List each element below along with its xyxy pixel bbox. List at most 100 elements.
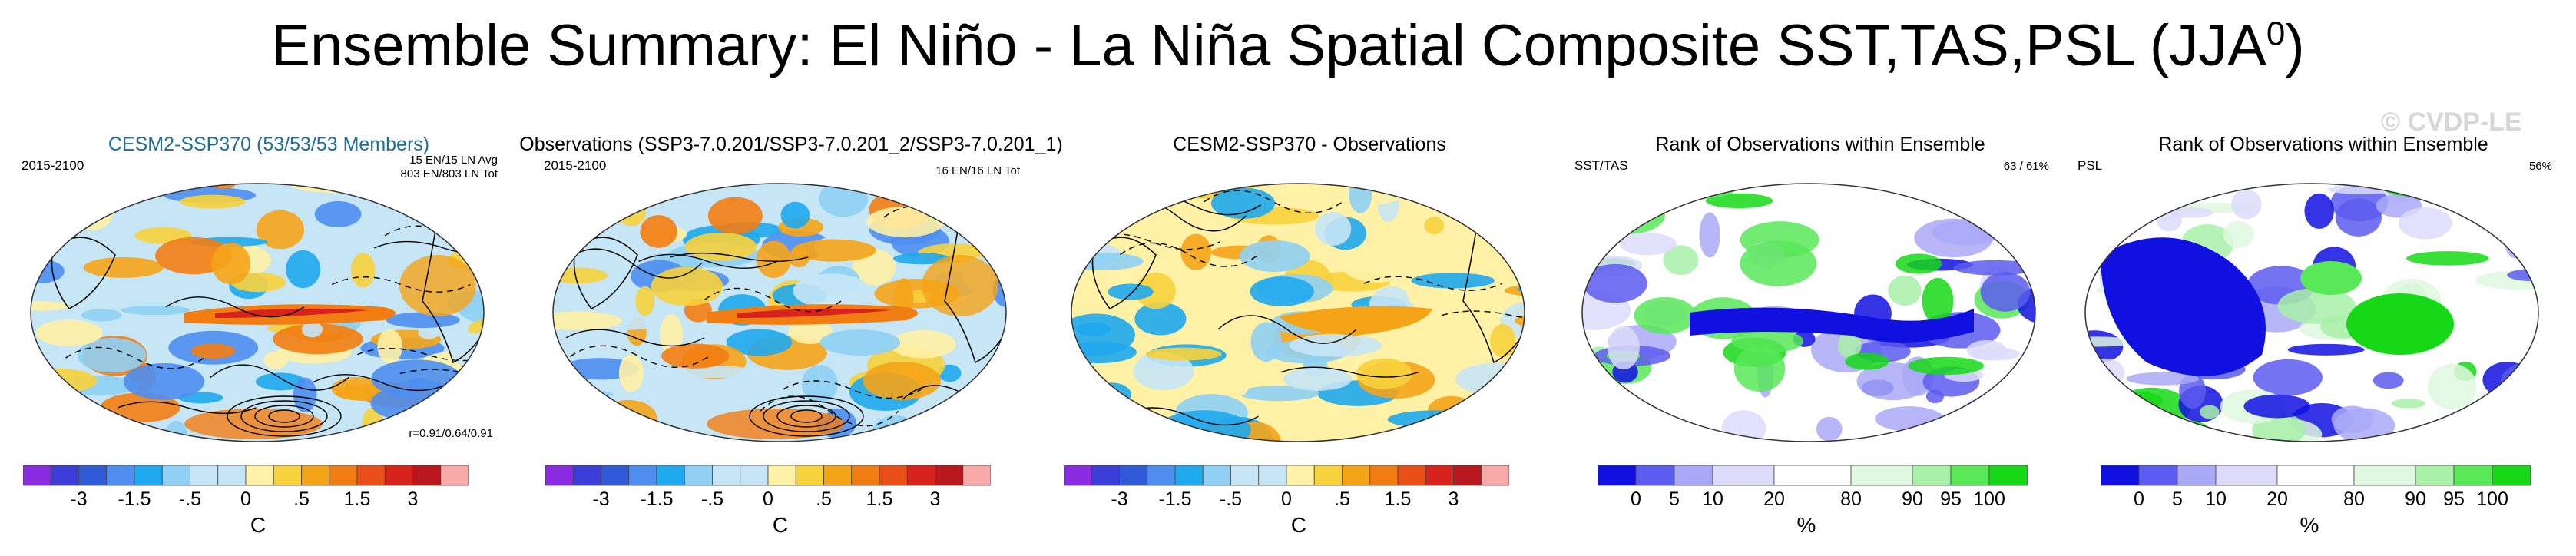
map-plot <box>2084 183 2539 442</box>
colorbar-box <box>628 465 657 486</box>
colorbar-box <box>50 465 79 486</box>
map-blob <box>2490 203 2520 240</box>
colorbar-tick-label: .5 <box>1334 488 1350 510</box>
contour-line <box>883 205 1006 230</box>
colorbar-tick-label: .5 <box>816 488 832 510</box>
colorbar-box <box>1091 465 1120 486</box>
colorbar-box <box>2101 465 2140 486</box>
contour-line <box>374 240 484 255</box>
map-blob <box>272 323 363 355</box>
panel-ensemble-composite: CESM2-SSP370 (53/53/53 Members) 2015-210… <box>22 131 515 545</box>
atlantic-high-rank-region <box>2346 293 2454 355</box>
contour-circle <box>268 409 300 423</box>
colorbar-tick-label: 5 <box>2172 488 2183 510</box>
map-blob <box>1582 185 1651 203</box>
contour-circle <box>254 405 314 428</box>
colorbar-tick-label: -.5 <box>700 488 724 510</box>
map-blob <box>1239 240 1310 273</box>
map-blob <box>97 187 134 200</box>
map-blob <box>1504 204 1523 230</box>
colorbar-box <box>440 465 469 486</box>
map-blob <box>1140 184 1165 206</box>
map-border <box>30 183 485 442</box>
contour-line <box>782 380 922 399</box>
map-blob <box>381 184 424 204</box>
map-blob <box>121 305 190 316</box>
colorbar-tick-label: 95 <box>1940 488 1962 510</box>
rank-stat-label: 63 / 61% <box>2003 160 2049 173</box>
colorbar-box <box>1119 465 1148 486</box>
colorbar-tick-label: 5 <box>1669 488 1680 510</box>
map-blob <box>1108 283 1154 300</box>
continent-outline <box>422 215 484 364</box>
colorbar-tick-label: -3 <box>1111 488 1128 510</box>
panel-rank-psl: Rank of Observations within Ensemble PSL… <box>2078 131 2569 545</box>
count-line-tot: 16 EN/16 LN Tot <box>935 164 1020 177</box>
colorbar-box <box>656 465 685 486</box>
map-blob <box>1227 369 1250 397</box>
colorbar-box <box>2276 465 2355 486</box>
map-blob <box>977 222 1006 257</box>
map-blob <box>2039 296 2055 323</box>
map-blob <box>211 242 250 285</box>
map-blob <box>1875 406 1944 432</box>
map-blob <box>1845 352 1889 370</box>
colorbar-box <box>1230 465 1260 486</box>
map-blob <box>421 386 484 422</box>
colorbar-tick-label: 0 <box>2134 488 2144 510</box>
map-blob <box>190 343 236 359</box>
map-blob <box>1482 423 1525 442</box>
map-blob <box>1980 272 2031 312</box>
colorbar-box <box>2138 465 2178 486</box>
colorbar-box <box>545 465 574 486</box>
colorbar-box <box>1064 465 1092 486</box>
map-blob <box>1621 416 1665 442</box>
map-blob <box>1740 240 1817 286</box>
colorbar <box>23 465 469 486</box>
correlation-label: r=0.91/0.64/0.91 <box>409 427 493 440</box>
map-blob <box>1591 196 1665 234</box>
map-blob <box>81 309 122 322</box>
map-blob <box>31 301 70 311</box>
colorbar-box <box>1988 465 2028 486</box>
map-blob <box>71 191 114 231</box>
panel-title: CESM2-SSP370 - Observations <box>1173 134 1446 155</box>
contour-line <box>118 401 257 415</box>
colorbar-tick-label: 0 <box>763 488 773 510</box>
map-blob <box>2372 372 2404 389</box>
map-blob <box>1922 277 1954 324</box>
map-blob <box>792 239 876 262</box>
map-blob <box>788 247 810 268</box>
map-blob <box>801 365 838 403</box>
map-blob <box>179 194 246 209</box>
map-blob <box>863 361 942 400</box>
continent-outline <box>944 215 1006 364</box>
map-blob <box>2199 405 2220 419</box>
map-blob <box>256 210 304 250</box>
colorbar-box <box>1481 465 1509 486</box>
panel-observations-composite: Observations (SSP3-7.0.201/SSP3-7.0.201_… <box>519 131 1062 545</box>
map-blob <box>2110 190 2127 216</box>
map-blob <box>1705 193 1773 209</box>
colorbar-box <box>1258 465 1287 486</box>
map-blob <box>2304 193 2334 229</box>
map-blob <box>780 201 810 229</box>
map-blob <box>1731 329 1804 353</box>
panel-title: CESM2-SSP370 (53/53/53 Members) <box>108 134 430 155</box>
count-label: 16 EN/16 LN Tot <box>935 164 1020 178</box>
map-blob <box>286 250 321 289</box>
colorbar-box <box>2453 465 2493 486</box>
colorbar-box <box>273 465 302 486</box>
colorbar-box <box>134 465 163 486</box>
contour-circle <box>790 409 823 423</box>
colorbar-box <box>2215 465 2278 486</box>
map-blob <box>707 197 763 235</box>
continent-outline <box>573 237 638 309</box>
map-blob <box>2427 363 2477 410</box>
map-blob <box>1356 358 1412 389</box>
map-blob <box>1977 213 2005 241</box>
map-blob <box>964 384 1006 394</box>
map-blob <box>1387 410 1483 429</box>
colorbar-box <box>2492 465 2531 486</box>
colorbar-tick-label: 3 <box>407 488 419 510</box>
